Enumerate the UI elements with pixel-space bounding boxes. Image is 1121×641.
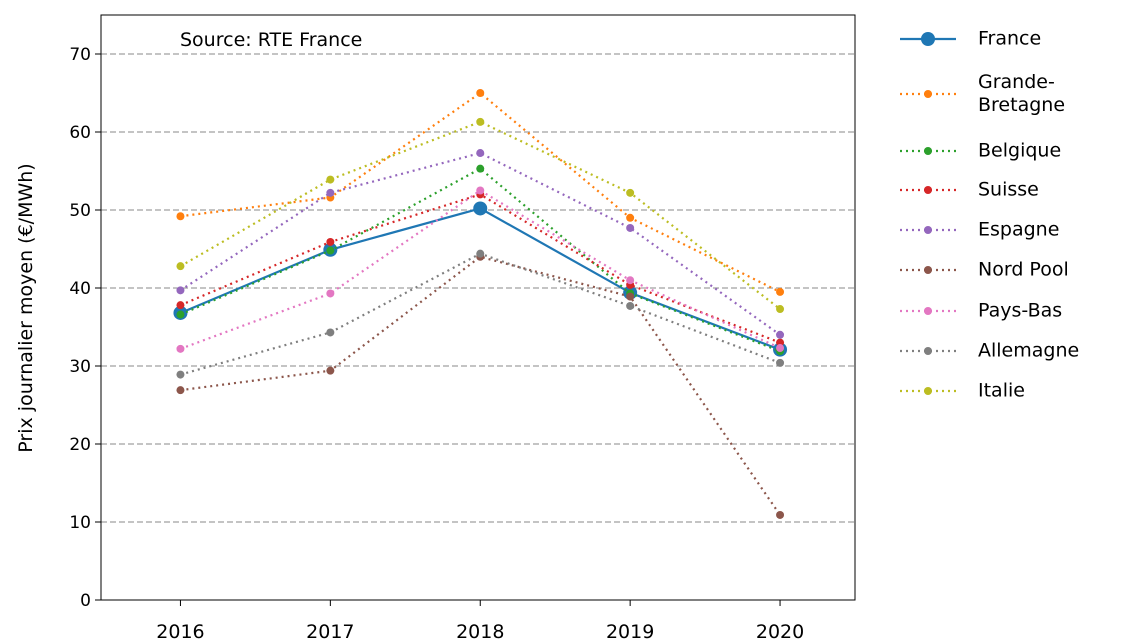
point xyxy=(476,249,485,258)
point xyxy=(476,117,485,126)
point xyxy=(776,305,785,314)
legend-label: Nord Pool xyxy=(978,258,1069,281)
point xyxy=(326,289,335,298)
y-tick-label: 70 xyxy=(69,45,91,65)
y-tick-label: 30 xyxy=(69,357,91,377)
point xyxy=(176,262,185,271)
point xyxy=(476,186,485,195)
legend-label: Espagne xyxy=(978,218,1060,241)
legend-label: Suisse xyxy=(978,178,1039,201)
point xyxy=(176,386,185,395)
point xyxy=(626,213,635,222)
point xyxy=(176,286,185,295)
legend-label: Belgique xyxy=(978,139,1062,162)
legend-marker xyxy=(924,347,932,355)
point xyxy=(626,292,635,301)
y-tick-label: 0 xyxy=(80,591,91,611)
y-tick-label: 20 xyxy=(69,435,91,455)
series-line xyxy=(179,120,781,310)
legend-marker xyxy=(924,90,932,98)
point xyxy=(626,276,635,285)
point xyxy=(776,358,785,367)
x-tick-label: 2016 xyxy=(156,621,204,641)
y-tick-label: 60 xyxy=(69,123,91,143)
point xyxy=(326,328,335,337)
point xyxy=(776,287,785,296)
legend-marker xyxy=(924,387,932,395)
point xyxy=(176,310,185,319)
y-tick-label: 10 xyxy=(69,513,91,533)
series-line xyxy=(180,167,781,353)
point xyxy=(476,164,485,173)
point xyxy=(476,89,485,97)
y-tick-label: 50 xyxy=(69,201,91,221)
annotation: Source: RTE France xyxy=(180,29,362,51)
y-axis-label: Prix journalier moyen (€/MWh) xyxy=(15,163,37,452)
point xyxy=(326,366,335,375)
legend-label: Pays-Bas xyxy=(978,299,1063,322)
legend-label: Allemagne xyxy=(978,339,1080,362)
point xyxy=(776,330,785,339)
x-tick-label: 2017 xyxy=(306,621,354,641)
plot-frame xyxy=(100,14,856,601)
legend-marker xyxy=(921,32,935,46)
point xyxy=(326,175,335,184)
x-tick-label: 2019 xyxy=(606,621,654,641)
legend-marker xyxy=(924,147,932,155)
legend-marker xyxy=(924,307,932,315)
legend-label: Grande- Bretagne xyxy=(978,71,1066,116)
legend-marker xyxy=(924,226,932,234)
point xyxy=(476,149,485,158)
point xyxy=(776,344,785,353)
point xyxy=(626,223,635,232)
y-tick-label: 40 xyxy=(69,279,91,299)
point xyxy=(176,344,185,353)
legend-label: France xyxy=(978,27,1042,50)
point xyxy=(326,237,335,246)
series-line xyxy=(180,189,781,350)
legend-marker xyxy=(924,186,932,194)
series-line xyxy=(180,193,781,344)
point xyxy=(326,188,335,197)
point xyxy=(626,301,635,310)
point xyxy=(473,201,488,216)
series-line xyxy=(180,252,781,376)
point xyxy=(626,188,635,197)
series-line xyxy=(180,255,781,516)
point xyxy=(176,370,185,379)
point xyxy=(176,301,185,310)
legend-label: Italie xyxy=(978,379,1025,402)
legend-marker xyxy=(924,266,932,274)
x-tick-label: 2020 xyxy=(756,621,804,641)
x-tick-label: 2018 xyxy=(456,621,504,641)
point xyxy=(776,510,785,519)
point xyxy=(326,246,335,255)
point xyxy=(176,212,185,221)
